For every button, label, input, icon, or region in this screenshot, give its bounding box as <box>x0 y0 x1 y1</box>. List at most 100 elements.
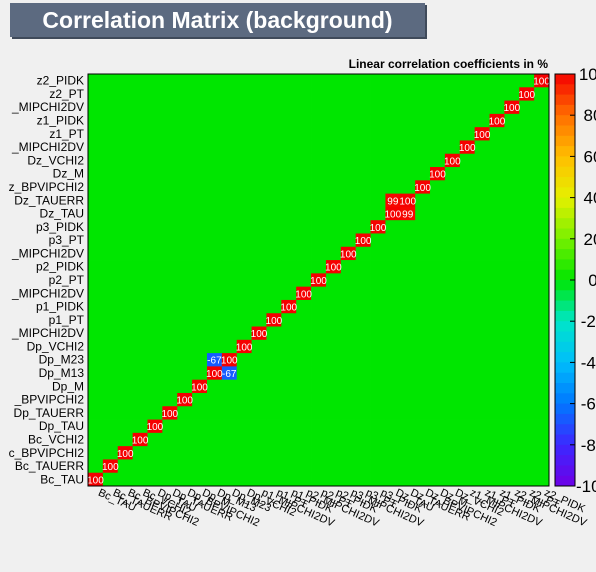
heatmap-cell <box>236 446 252 460</box>
colorbar-segment <box>555 321 575 332</box>
heatmap-cell <box>474 246 490 261</box>
heatmap-cell <box>311 432 327 447</box>
heatmap-cell <box>415 113 431 128</box>
heatmap-cell <box>459 260 476 274</box>
heatmap-cell <box>88 392 104 407</box>
heatmap-cell <box>236 127 252 141</box>
heatmap-cell <box>400 472 416 487</box>
heatmap-cell <box>281 260 297 274</box>
cell-value-label: -67 <box>207 356 222 367</box>
heatmap-cell <box>88 127 104 141</box>
heatmap-cell <box>415 260 431 274</box>
colorbar-segment <box>555 187 575 199</box>
heatmap-cell <box>221 379 238 394</box>
heatmap-cell <box>236 74 252 88</box>
y-axis-label: _BPVIPCHI2 <box>14 393 85 407</box>
heatmap-cell <box>489 459 505 474</box>
heatmap-cell <box>177 113 193 128</box>
heatmap-cell <box>519 339 535 354</box>
heatmap-cell <box>519 273 535 288</box>
heatmap-cell <box>430 326 446 341</box>
heatmap-cell <box>192 206 208 221</box>
heatmap-cell <box>474 220 490 234</box>
heatmap-cell <box>147 432 163 447</box>
heatmap-cell <box>251 339 267 354</box>
heatmap-cell <box>132 167 148 181</box>
heatmap-cell <box>162 459 178 474</box>
heatmap-cell <box>221 100 238 115</box>
heatmap-cell <box>415 353 431 367</box>
heatmap-cell <box>206 366 223 381</box>
heatmap-cell <box>88 419 104 434</box>
heatmap-cell <box>474 392 490 407</box>
heatmap-cells <box>88 74 550 487</box>
heatmap-cell <box>281 87 297 101</box>
heatmap-cell <box>400 419 416 434</box>
heatmap-cell <box>177 180 193 195</box>
colorbar-segment <box>555 218 575 229</box>
colorbar-tick-label: 80 <box>584 106 596 125</box>
heatmap-cell <box>117 153 134 168</box>
heatmap-cell <box>206 419 223 434</box>
heatmap-cell <box>251 472 267 487</box>
heatmap-cell <box>385 180 401 195</box>
heatmap-cell <box>534 74 550 88</box>
heatmap-cell <box>400 167 416 181</box>
heatmap-cell <box>251 459 267 474</box>
heatmap-cell <box>489 286 505 301</box>
heatmap-cell <box>236 379 252 394</box>
heatmap-cell <box>340 100 357 115</box>
heatmap-cell <box>385 472 401 487</box>
heatmap-cell <box>534 140 550 155</box>
heatmap-cell <box>236 419 252 434</box>
heatmap-cell <box>266 74 282 88</box>
heatmap-cell <box>489 220 505 234</box>
heatmap-cell <box>236 100 252 115</box>
heatmap-cell <box>504 127 520 141</box>
heatmap-cell <box>296 366 312 381</box>
heatmap-cell <box>102 326 119 341</box>
heatmap-cell <box>251 153 267 168</box>
heatmap-cell <box>236 366 252 381</box>
heatmap-cell <box>281 326 297 341</box>
heatmap-cell <box>102 379 119 394</box>
heatmap-cell <box>162 206 178 221</box>
heatmap-cell <box>162 353 178 367</box>
heatmap-cell <box>177 406 193 420</box>
heatmap-cell <box>504 180 520 195</box>
plot-frame <box>87 73 550 487</box>
heatmap-cell <box>385 459 401 474</box>
heatmap-cell <box>266 87 282 101</box>
heatmap-cell <box>192 326 208 341</box>
heatmap-cell <box>504 419 520 434</box>
heatmap-cell <box>534 273 550 288</box>
heatmap-cell <box>444 326 461 341</box>
heatmap-cell <box>534 419 550 434</box>
heatmap-cell <box>430 193 446 208</box>
heatmap-cell <box>474 379 490 394</box>
heatmap-cell <box>415 432 431 447</box>
heatmap-cell <box>325 153 342 168</box>
heatmap-cell <box>459 127 476 141</box>
heatmap-cell <box>192 74 208 88</box>
heatmap-cell <box>192 406 208 420</box>
heatmap-cell <box>251 326 267 341</box>
colorbar-tick-label: -20 <box>581 312 596 331</box>
heatmap-cell <box>340 74 357 88</box>
heatmap-cell <box>474 206 490 221</box>
heatmap-cell <box>177 140 193 155</box>
heatmap-cell <box>504 74 520 88</box>
heatmap-cell <box>132 406 148 420</box>
heatmap-cell <box>251 313 267 327</box>
heatmap-cell <box>355 406 371 420</box>
heatmap-cell <box>117 140 134 155</box>
heatmap-cell <box>147 233 163 248</box>
y-axis-label: Dp_M <box>52 379 84 393</box>
heatmap-cell <box>221 432 238 447</box>
heatmap-cell <box>504 113 520 128</box>
heatmap-cell <box>489 167 505 181</box>
heatmap-cell <box>236 339 252 354</box>
heatmap-cell <box>147 246 163 261</box>
heatmap-cell <box>504 246 520 261</box>
heatmap-cell <box>192 472 208 487</box>
